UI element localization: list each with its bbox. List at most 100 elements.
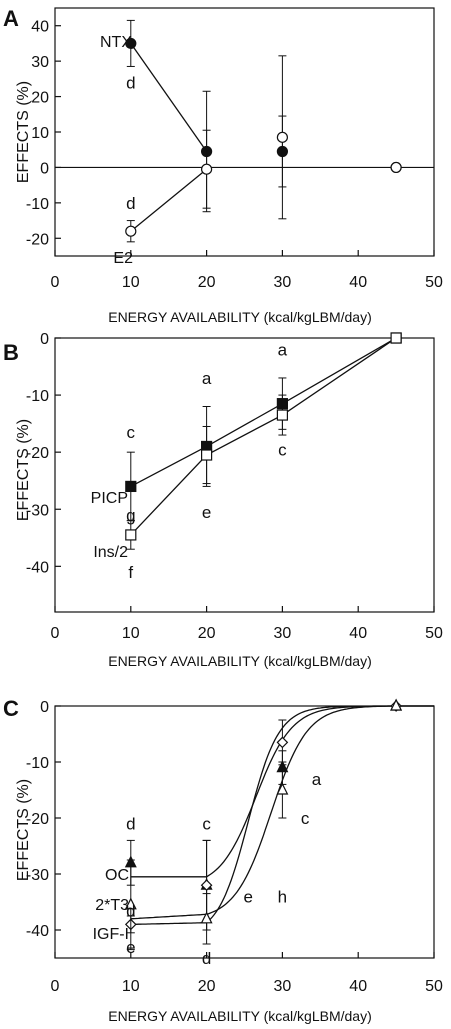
panel-c-igf-i-point (124, 897, 137, 910)
panel-a-xtick-label: 0 (51, 274, 60, 291)
panel-a-ytick-label: 0 (40, 160, 49, 177)
panel-c-significance-letter: d (126, 901, 135, 920)
panel-a-significance-letter: d (126, 194, 135, 213)
panel-b-xtick-label: 10 (122, 625, 140, 642)
panel-c-ytick-label: -40 (26, 923, 49, 940)
panel-c-fit-curve (130, 705, 397, 920)
panel-a-xlabel: ENERGY AVAILABILITY (kcal/kgLBM/day) (108, 309, 372, 325)
panel-c-ytick-label: -20 (26, 811, 49, 828)
panel-c-igf-i-point (276, 782, 289, 795)
panel-b-significance-letter: a (202, 369, 212, 388)
panel-b-ins-2-point (390, 332, 402, 344)
panel-c-significance-letter: c (202, 815, 211, 834)
panel-a-e2-point (125, 225, 137, 237)
panel-c-significance-letter: a (312, 770, 322, 789)
panel-b-significance-letter: a (278, 340, 288, 359)
panel-b-xtick-label: 40 (349, 625, 367, 642)
panel-b-xtick-label: 20 (198, 625, 216, 642)
panel-a-ytick-label: 10 (31, 125, 49, 142)
panel-b-significance-letter: g (126, 506, 135, 525)
panel-a-ntx-point (125, 37, 137, 50)
panel-a-xtick-label: 40 (349, 274, 367, 291)
panel-c-ytick-label: -30 (26, 867, 49, 884)
panel-a-plot: 0 10 20 30 40 50 40 30 20 10 0 -10 -20 NTX E2 d d (26, 19, 443, 291)
panel-c-plot: 0 10 20 30 40 500-10-20-30-40OC2*T3IGF-Iddecd… (26, 698, 443, 995)
panel-c-2-t3-point (276, 736, 289, 749)
panel-b: B EFFECTS (%) ENERGY AVAILABILITY (kcal/… (3, 331, 443, 669)
panel-c-xlabel: ENERGY AVAILABILITY (kcal/kgLBM/day) (108, 1008, 372, 1024)
panel-b-ins-2-point (276, 409, 288, 421)
panel-b-ytick-label: -20 (26, 445, 49, 462)
panel-c-2-t3-point (200, 879, 213, 892)
panel-b-xtick-label: 0 (51, 625, 60, 642)
panel-a-e2-point (390, 161, 402, 174)
panel-c-significance-letter: d (202, 949, 211, 968)
panel-a-ytick-label: -10 (26, 196, 49, 213)
panel-a-ylabel: EFFECTS (%) (15, 81, 32, 183)
panel-c-series-label: IGF-I (93, 926, 129, 943)
panel-c-series-label: 2*T3 (95, 897, 129, 914)
panel-c-significance-letter: h (278, 887, 287, 906)
panel-c-xtick-label: 50 (425, 978, 443, 995)
panel-b-picp-point (125, 480, 137, 493)
panel-c-xtick-label: 0 (51, 978, 60, 995)
panel-c-significance-letter: e (244, 887, 253, 906)
panel-b-ytick-label: 0 (40, 331, 49, 348)
panel-c-ylabel: EFFECTS (%) (15, 779, 32, 881)
panel-b-ins-2-line (130, 337, 397, 536)
panel-c-significance-letter: c (301, 809, 310, 828)
panel-b-series-label: Ins/2 (93, 544, 128, 561)
panel-c-xtick-label: 40 (349, 978, 367, 995)
panel-b-ytick-label: -10 (26, 388, 49, 405)
panel-b-significance-letter: f (128, 563, 133, 582)
panel-c-significance-letter: d (126, 815, 135, 834)
panel-c-ytick-label: -10 (26, 755, 49, 772)
panel-b-ylabel: EFFECTS (%) (15, 419, 32, 521)
panel-a-xtick-label: 20 (198, 274, 216, 291)
panel-b-ins-2-point (201, 449, 213, 461)
panel-c-xtick-label: 10 (122, 978, 140, 995)
panel-b-significance-letter: c (127, 423, 136, 442)
panel-c-fit-curve (130, 705, 397, 926)
panel-c-axes-frame (54, 705, 435, 959)
panel-c-significance-letter: e (126, 938, 135, 957)
panel-a-e2-point (201, 163, 213, 175)
panel-c-xtick-label: 30 (274, 978, 292, 995)
panel-a-xtick-label: 50 (425, 274, 443, 291)
panel-b-xtick-label: 30 (274, 625, 292, 642)
panel-a-series-label: NTX (100, 34, 132, 51)
panel-c: C EFFECTS (%) ENERGY AVAILABILITY (kcal/… (3, 696, 443, 1024)
panel-a-series-label: E2 (113, 250, 133, 267)
panel-c-igf-i-point (200, 911, 213, 924)
panel-a-ytick-label: -20 (26, 231, 49, 248)
panel-c-xtick-label: 20 (198, 978, 216, 995)
panel-b-ytick-label: -30 (26, 502, 49, 519)
panel-c-ytick-label: 0 (40, 699, 49, 716)
panel-c-letter: C (3, 696, 19, 721)
panel-b-letter: B (3, 340, 19, 365)
panel-a-e2-point (276, 131, 288, 143)
panel-b-plot: 0 10 20 30 40 50 0 -10 -20 -30 -40 PICP Ins/2 c g f a e a c (26, 331, 443, 642)
panel-a-letter: A (3, 6, 19, 31)
panel-b-significance-letter: c (278, 440, 287, 459)
panel-b-series-label: PICP (91, 490, 128, 507)
panel-a: A EFFECTS (%) ENERGY AVAILABILITY (kcal/… (3, 6, 443, 325)
panel-a-xtick-label: 30 (274, 274, 292, 291)
panel-b-axes-frame (54, 337, 435, 613)
panel-c-series-label: OC (105, 867, 129, 884)
panel-b-significance-letter: e (202, 503, 211, 522)
panel-a-xtick-label: 10 (122, 274, 140, 291)
panel-b-ytick-label: -40 (26, 559, 49, 576)
panel-a-significance-letter: d (126, 73, 135, 92)
panel-a-ytick-label: 30 (31, 54, 49, 71)
panel-c-fit-curve (130, 705, 397, 878)
panel-a-e2-line (130, 168, 208, 232)
panel-b-ins-2-point (125, 529, 137, 541)
panel-b-xlabel: ENERGY AVAILABILITY (kcal/kgLBM/day) (108, 653, 372, 669)
panel-b-picp-line (130, 337, 397, 487)
panel-c-igf-i-point (390, 698, 403, 711)
panel-a-ytick-label: 20 (31, 90, 49, 107)
panel-a-ytick-label: 40 (31, 19, 49, 36)
panel-b-xtick-label: 50 (425, 625, 443, 642)
